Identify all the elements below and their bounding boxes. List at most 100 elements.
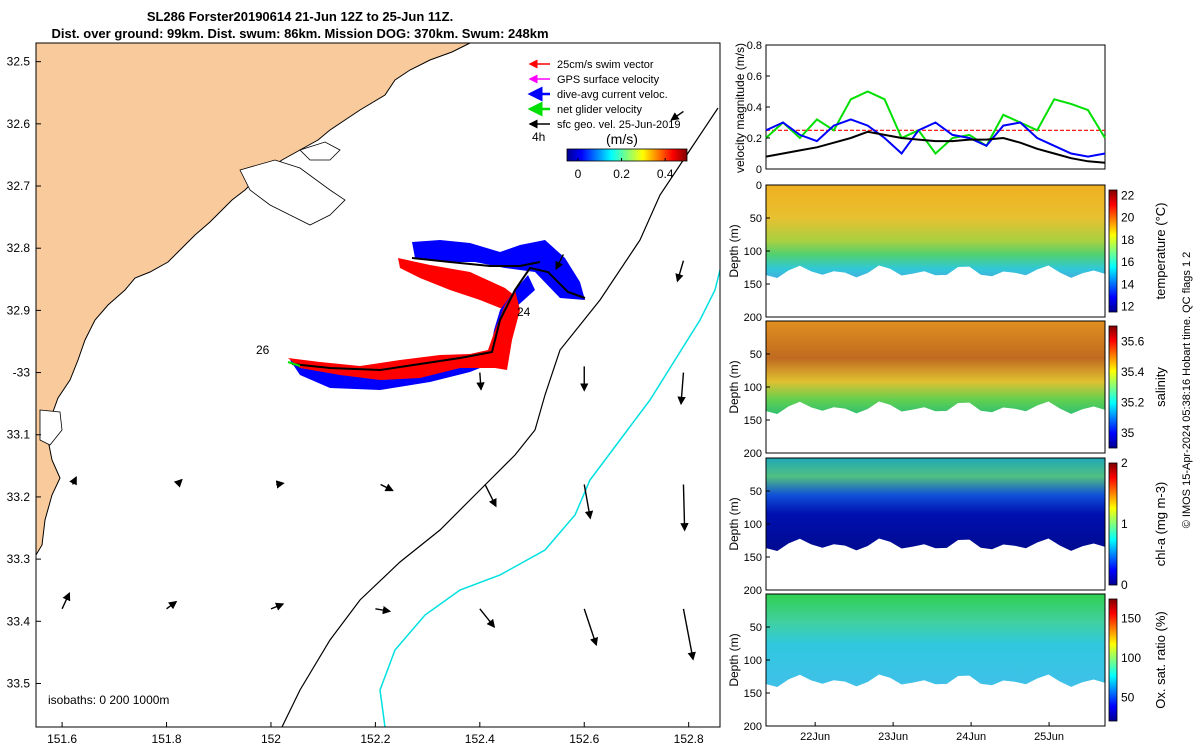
section-heatmap <box>766 594 1105 687</box>
title-line-2: Dist. over ground: 99km. Dist. swum: 86k… <box>51 26 549 41</box>
geo-vector <box>476 372 485 391</box>
section-colorbar-tick-label: 1 <box>1121 517 1128 531</box>
geo-vector <box>677 372 686 406</box>
map-colorbar-label: (m/s) <box>606 131 638 147</box>
track-label-26: 26 <box>256 343 270 357</box>
geo-vector <box>675 260 685 283</box>
velocity-ylabel: velocity magnitude (m/s) <box>733 43 747 173</box>
section-y-tick-label: 0 <box>756 180 762 192</box>
section-colorbar-label: Ox. sat. ratio (%) <box>1153 611 1168 709</box>
velocity-y-tick-label: 0.6 <box>747 71 762 83</box>
velocity-y-tick-label: 0 <box>756 164 762 176</box>
section-colorbar-tick-label: 0 <box>1121 578 1128 592</box>
geo-vector <box>484 484 497 508</box>
section-colorbar-label: salinity <box>1153 367 1168 407</box>
section-colorbar-tick-label: 35.2 <box>1121 395 1145 409</box>
isobaths-note: isobaths: 0 200 1000m <box>48 693 169 707</box>
figure-title: SL286 Forster20190614 21-Jun 12Z to 25-J… <box>0 8 600 42</box>
land-area <box>35 42 471 557</box>
velocity-series-line <box>765 130 1106 164</box>
section-heatmap <box>766 458 1105 551</box>
map-x-tick-label: 152.6 <box>569 732 599 746</box>
section-colorbar-tick-label: 14 <box>1121 277 1135 291</box>
map-panel: 26 24 4h isobaths: 0 200 1000m 151.6 151.… <box>7 42 721 746</box>
map-y-ticks: 32.5 32.6 32.7 32.8 32.9 -33 33.1 33.2 33.3 33.4 3… <box>7 55 41 690</box>
section-y-tick-label: 200 <box>744 585 762 597</box>
section-y-tick-label: 50 <box>750 622 762 634</box>
map-y-tick-label: 33.3 <box>7 552 31 566</box>
section-y-tick-label: 200 <box>744 448 762 460</box>
section-colorbar-label: temperature (°C) <box>1153 203 1168 300</box>
section-y-tick-label: 150 <box>744 279 762 291</box>
map-y-tick-label: 32.5 <box>7 55 31 69</box>
section-y-tick-label: 50 <box>750 486 762 498</box>
section-panel: 50 100 150 200 Depth (m) 35 35.2 35.4 35.6 salini… <box>727 320 1168 460</box>
section-y-tick-label: 200 <box>744 312 762 324</box>
section-ylabel: Depth (m) <box>727 224 741 277</box>
map-y-tick-label: 33.4 <box>7 614 31 628</box>
geo-vector <box>583 484 594 520</box>
velocity-y-ticks: 0 0.2 0.4 0.6 0.8 <box>747 40 770 176</box>
isobath-2000m <box>379 269 721 728</box>
map-y-tick-label: 32.7 <box>7 179 31 193</box>
map-y-tick-label: 32.6 <box>7 117 31 131</box>
map-y-tick-label: -33 <box>13 366 31 380</box>
section-panel: 50 100 150 200 Depth (m) 50 100 150 Ox. sat. rat… <box>727 593 1168 743</box>
geo-vector <box>380 483 394 492</box>
map-colorbar-tick-label: 0 <box>575 167 582 181</box>
section-ylabel: Depth (m) <box>727 497 741 550</box>
section-colorbar <box>1108 598 1118 722</box>
imos-credit-note: © IMOS 15-Apr-2024 05:38:16 Hobart time.… <box>1181 252 1193 529</box>
map-x-tick-label: 152.2 <box>360 732 390 746</box>
legend-label-gps: GPS surface velocity <box>557 74 660 86</box>
section-colorbar-tick-label: 18 <box>1121 233 1135 247</box>
section-ylabel: Depth (m) <box>727 360 741 413</box>
geo-velocity-vectors <box>61 110 696 661</box>
geo-vector <box>166 600 178 610</box>
geo-vector <box>670 110 684 121</box>
section-heatmap <box>766 321 1105 414</box>
section-panel: 50 100 150 200 Depth (m) 0 1 2 chl-a (mg m-3) <box>727 456 1168 597</box>
velocity-series-line <box>765 90 1106 155</box>
map-colorbar-ticks: 0 0.2 0.4 <box>575 158 674 181</box>
map-x-tick-label: 151.8 <box>152 732 182 746</box>
section-colorbar-tick-label: 150 <box>1121 612 1141 626</box>
section-y-tick-label: 150 <box>744 688 762 700</box>
map-y-tick-label: 32.9 <box>7 303 31 317</box>
section-colorbar-tick-label: 35 <box>1121 426 1135 440</box>
legend-label-net: net glider velocity <box>557 104 642 116</box>
section-colorbar <box>1108 325 1118 449</box>
isobath-1000m <box>281 107 719 728</box>
section-y-tick-label: 150 <box>744 415 762 427</box>
map-x-ticks: 151.6 151.8 152 152.2 152.4 152.6 152.8 <box>47 722 704 746</box>
map-y-tick-label: 33.5 <box>7 676 31 690</box>
section-y-tick-label: 50 <box>750 349 762 361</box>
title-line-1: SL286 Forster20190614 21-Jun 12Z to 25-J… <box>146 9 454 24</box>
map-legend: 25cm/s swim vector GPS surface velocity … <box>527 59 681 131</box>
map-colorbar <box>566 148 688 162</box>
section-y-tick-label: 100 <box>744 382 762 394</box>
section-colorbar-tick-label: 100 <box>1121 651 1141 665</box>
map-colorbar-tick-label: 0.4 <box>657 167 674 181</box>
velocity-series-line <box>765 118 1106 158</box>
section-x-tick-label: 24Jun <box>956 731 986 743</box>
geo-vector <box>375 605 392 615</box>
section-colorbar-label: chl-a (mg m-3) <box>1153 482 1168 567</box>
section-colorbar-tick-label: 22 <box>1121 189 1135 203</box>
section-colorbar-tick-label: 35.6 <box>1121 334 1145 348</box>
section-colorbar-tick-label: 2 <box>1121 456 1128 470</box>
velocity-y-tick-label: 0.2 <box>747 133 762 145</box>
section-colorbar-tick-label: 20 <box>1121 211 1135 225</box>
legend-label-current: dive-avg current veloc. <box>557 89 668 101</box>
geo-vector <box>275 480 285 489</box>
map-x-tick-label: 152 <box>261 732 281 746</box>
section-heatmap <box>766 185 1105 278</box>
section-panel: 0 50 100 150 200 Depth (m) 12 14 16 18 20 22 tempera… <box>727 180 1168 324</box>
geo-vector <box>680 484 689 532</box>
legend-label-swim: 25cm/s swim vector <box>557 59 654 71</box>
section-colorbar-tick-label: 16 <box>1121 255 1135 269</box>
section-y-tick-label: 100 <box>744 246 762 258</box>
map-colorbar-tick-label: 0.2 <box>613 167 630 181</box>
section-colorbar <box>1108 189 1118 313</box>
